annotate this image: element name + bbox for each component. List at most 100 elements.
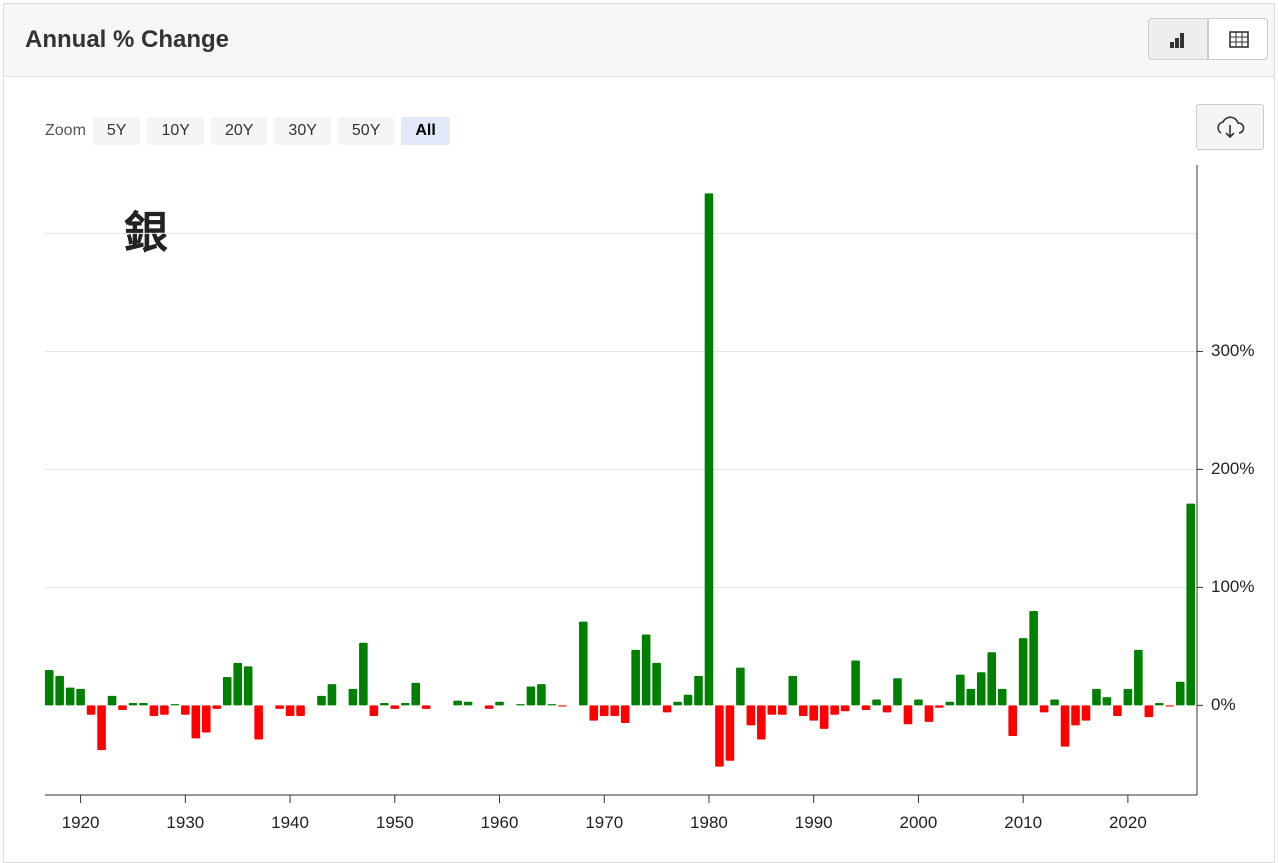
bar [1175,681,1185,706]
bar [809,705,818,721]
x-tick-label: 1990 [795,813,833,832]
bar [55,675,64,706]
bar [882,705,892,713]
bar [725,705,735,761]
bar [746,705,756,726]
chart-view-button[interactable] [1148,18,1208,60]
bar [1186,503,1196,706]
bar [683,694,693,706]
bar [369,705,379,716]
bar [694,675,703,706]
x-tick-label: 1950 [376,813,414,832]
bar [620,705,630,724]
bar [44,669,54,706]
bar [317,695,326,706]
bar [1113,705,1122,716]
bar [526,686,536,706]
bar [86,705,96,715]
bar [453,700,462,706]
bar [945,701,955,706]
bar [1081,705,1091,721]
bar [380,702,389,706]
bar [107,695,117,706]
bar [631,649,640,706]
bar [997,688,1007,706]
bar [1165,705,1175,707]
bar [819,705,829,729]
bar [1134,649,1143,706]
bar [956,674,965,706]
bar [1050,699,1059,706]
bar [118,705,127,711]
bar [767,705,777,715]
bar [243,666,253,706]
bar [558,705,567,707]
bar [76,688,85,706]
bar [139,702,148,706]
bar [589,705,599,721]
bar [201,705,211,733]
bar [1060,705,1070,747]
zoom-label: Zoom [45,122,86,139]
bar [181,705,190,715]
bar [798,705,808,716]
bar [1029,610,1038,706]
bar [191,705,201,739]
bar [400,702,410,706]
bar [610,705,620,716]
bar [966,688,976,706]
bar [662,705,672,713]
bar [1144,705,1154,718]
bar [359,642,368,706]
bar [757,705,766,740]
bar [935,705,944,708]
bar [1102,697,1112,706]
y-tick-label: 300% [1211,341,1254,360]
bar [390,705,400,709]
x-tick-label: 1960 [481,813,519,832]
bar [495,701,504,706]
bar [1008,705,1017,737]
bar [1092,688,1101,706]
zoom-button[interactable]: 5Y [92,117,141,145]
bar [788,675,798,706]
bar [128,702,138,706]
y-tick-label: 200% [1211,459,1254,478]
bar [1039,705,1049,713]
x-tick-label: 2010 [1004,813,1042,832]
bar [233,662,242,706]
table-view-button[interactable] [1208,18,1268,60]
bar [914,699,923,706]
bar [579,621,588,706]
table-icon [1229,31,1249,48]
bar [1123,688,1133,706]
bar [652,662,661,706]
download-button[interactable] [1196,104,1264,150]
bar [777,705,787,715]
bar [893,678,902,706]
bar [65,687,75,706]
bar [421,705,431,709]
bar [861,705,871,711]
x-tick-label: 1970 [585,813,623,832]
bar [1018,638,1028,706]
zoom-button[interactable]: 10Y [147,117,204,145]
zoom-button[interactable]: 30Y [274,117,331,145]
zoom-bar: Zoom 5Y 10Y 20Y 30Y 50Y All [45,117,450,145]
x-tick-label: 1930 [166,813,204,832]
bar [170,704,180,706]
zoom-button[interactable]: 20Y [210,117,268,145]
bar [285,705,295,716]
bar [599,705,609,716]
zoom-button[interactable]: 50Y [337,117,395,145]
bar [160,705,169,715]
bar [348,688,358,706]
zoom-button[interactable]: All [401,117,450,145]
bar [212,705,222,709]
bar [484,705,494,709]
bar [547,704,557,706]
x-tick-label: 1920 [62,813,100,832]
bar [851,660,860,706]
